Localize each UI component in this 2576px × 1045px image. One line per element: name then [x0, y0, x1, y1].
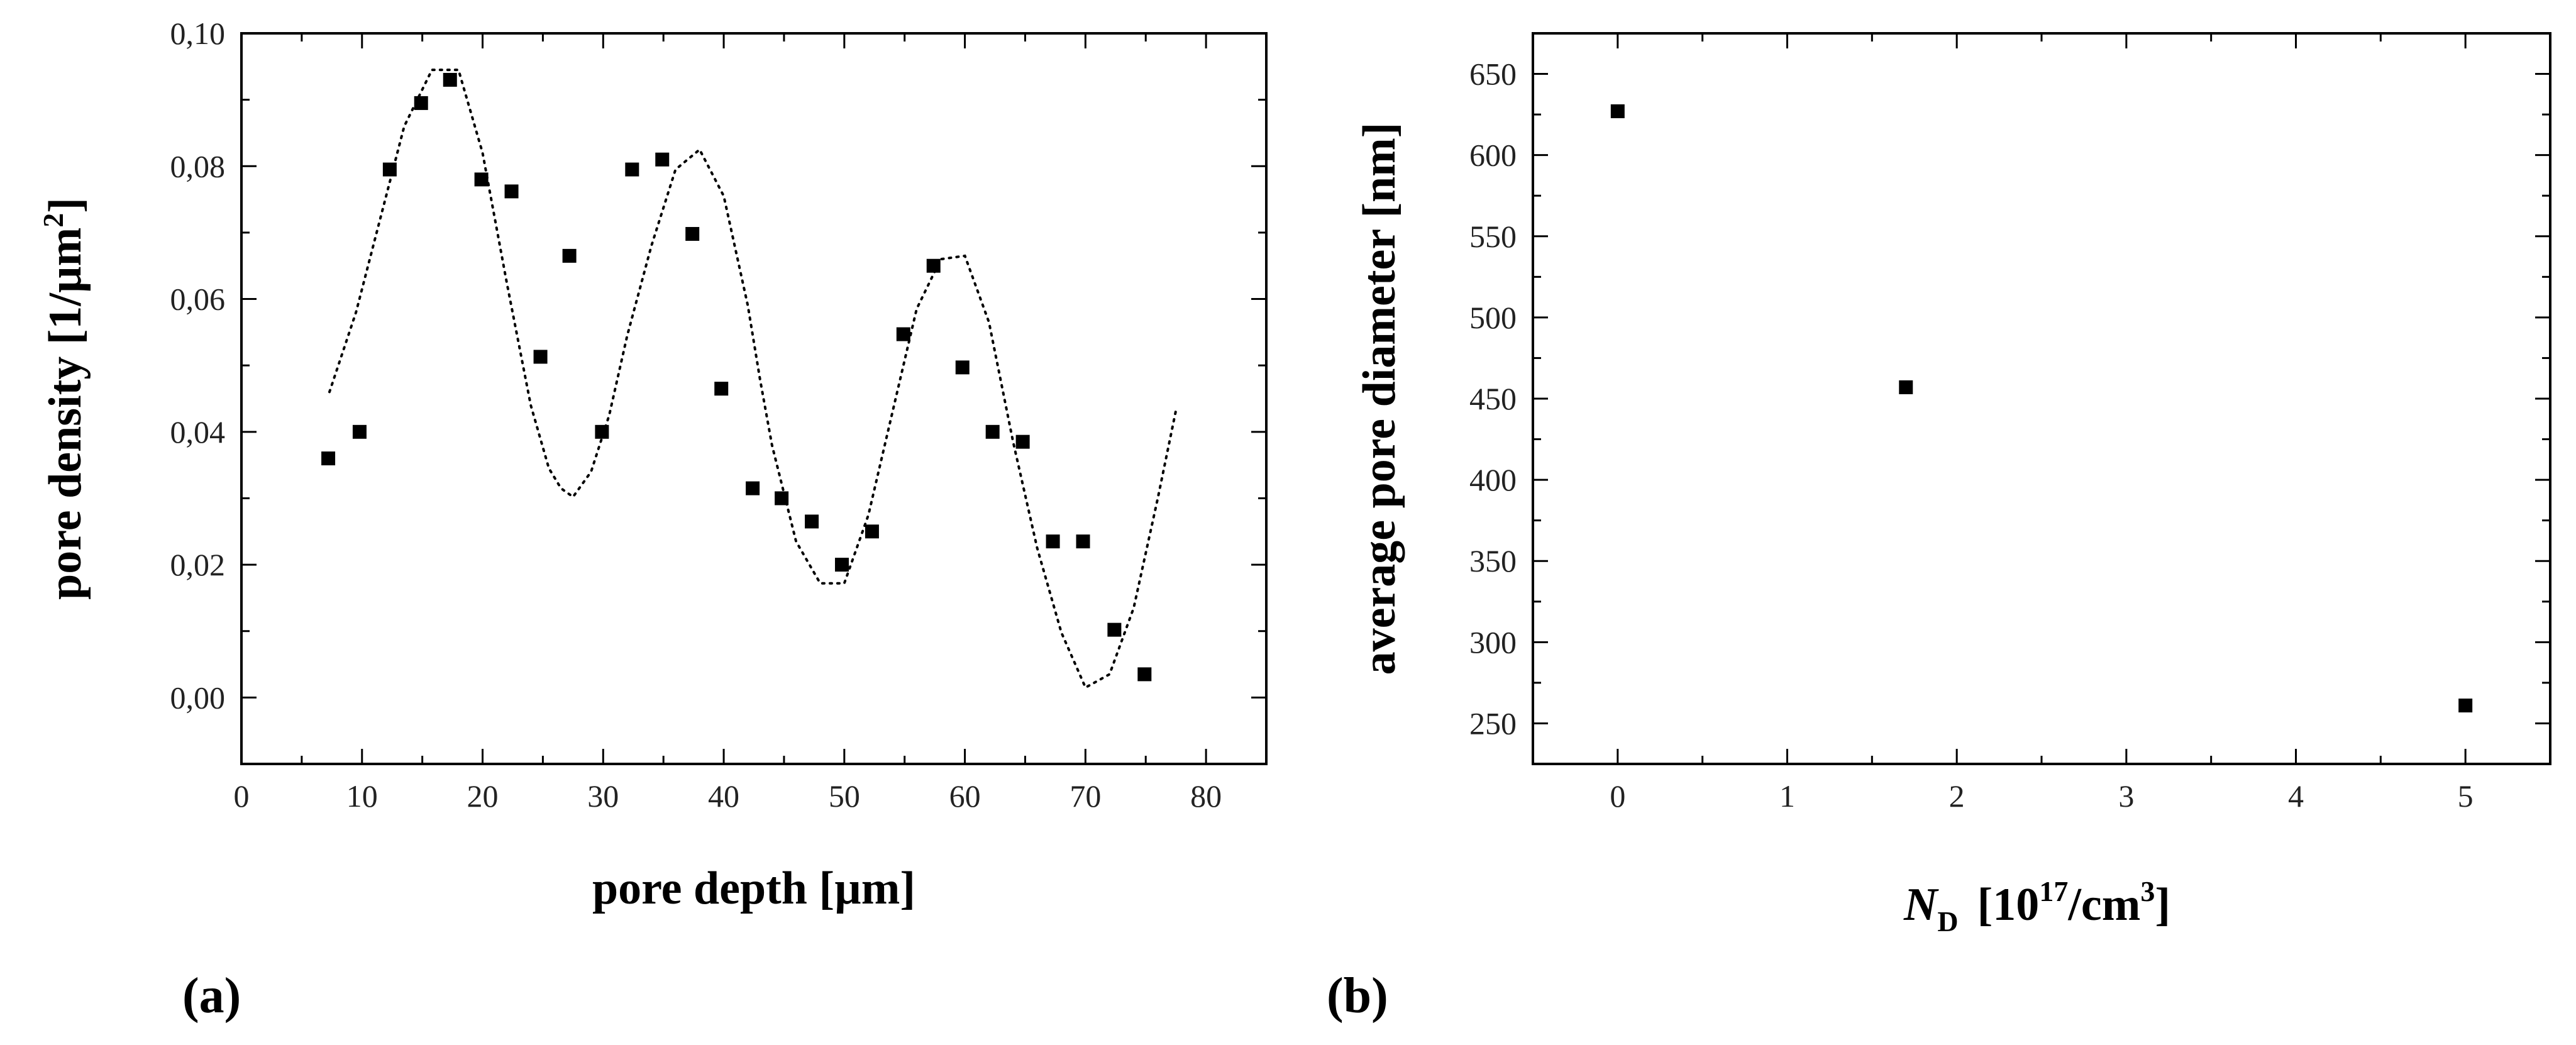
chart-a-panel-label: (a) — [182, 968, 241, 1024]
data-point — [1015, 434, 1030, 449]
y-tick-label: 650 — [1469, 57, 1517, 92]
x-tick-label: 30 — [587, 778, 619, 814]
data-point — [746, 481, 760, 495]
data-point — [382, 162, 397, 177]
y-tick-label: 300 — [1469, 624, 1517, 660]
chart-a-fit-curve — [328, 69, 1178, 690]
x-tick-label: 4 — [2288, 778, 2304, 814]
data-point — [955, 360, 970, 375]
data-point — [562, 248, 577, 263]
chart-a-y-axis-label: pore density [1/µm2] — [37, 197, 91, 600]
data-point — [1046, 534, 1060, 549]
chart-b-panel-label: (b) — [1327, 968, 1388, 1024]
x-tick-label: 3 — [2118, 778, 2134, 814]
chart-b-ticks: 0 1 2 3 4 5 250 300 350 400 450 500 550 600 650 — [1469, 33, 2550, 814]
chart-a: 0 10 20 30 40 50 60 70 80 0,00 0,02 0,04 0,06 0,08 0,1… — [37, 16, 1268, 1024]
data-point — [443, 72, 457, 87]
x-tick-label: 50 — [829, 778, 860, 814]
y-tick-label: 550 — [1469, 219, 1517, 254]
y-tick-label: 400 — [1469, 462, 1517, 497]
data-point — [474, 172, 489, 187]
data-point — [896, 327, 910, 341]
data-point — [414, 96, 428, 110]
chart-a-plot-frame — [240, 32, 1268, 765]
chart-a-x-axis-label: pore depth [µm] — [592, 863, 915, 914]
chart-b: 0 1 2 3 4 5 250 300 350 400 450 500 550 600 650 ND [101… — [1327, 32, 2551, 1024]
x-tick-label: 40 — [708, 778, 739, 814]
y-tick-label: 500 — [1469, 300, 1517, 335]
data-point — [834, 558, 849, 572]
data-point — [714, 382, 729, 396]
data-point — [1137, 667, 1152, 682]
chart-b-y-axis-label: average pore diameter [nm] — [1354, 123, 1405, 675]
y-tick-label: 0,02 — [170, 547, 226, 582]
y-tick-label: 0,08 — [170, 148, 226, 184]
data-point — [685, 227, 700, 241]
y-tick-label: 250 — [1469, 705, 1517, 741]
data-point — [504, 184, 519, 199]
chart-b-points — [1610, 104, 2473, 713]
chart-a-points — [321, 72, 1152, 682]
fit-curve-line — [328, 69, 1178, 690]
y-tick-label: 0,06 — [170, 282, 226, 317]
data-point — [655, 152, 670, 167]
chart-b-x-axis-label: ND [1017/cm3] — [1903, 875, 2170, 937]
data-point — [1610, 104, 1625, 118]
x-tick-label: 0 — [234, 778, 250, 814]
data-point — [2458, 699, 2473, 713]
y-tick-label: 450 — [1469, 381, 1517, 416]
data-point — [775, 491, 789, 506]
data-point — [1107, 622, 1122, 637]
x-tick-label: 10 — [346, 778, 378, 814]
y-tick-label: 0,04 — [170, 414, 226, 450]
data-point — [1899, 380, 1913, 394]
data-point — [625, 162, 639, 177]
chart-a-ticks: 0 10 20 30 40 50 60 70 80 0,00 0,02 0,04 0,06 0,08 0,1… — [170, 16, 1266, 814]
data-point — [1076, 534, 1090, 549]
y-tick-label: 0,10 — [170, 16, 226, 51]
x-tick-label: 70 — [1070, 778, 1101, 814]
data-point — [533, 350, 548, 364]
x-tick-label: 5 — [2458, 778, 2474, 814]
x-tick-label: 80 — [1190, 778, 1222, 814]
data-point — [865, 524, 879, 539]
x-tick-label: 60 — [949, 778, 981, 814]
x-tick-label: 20 — [467, 778, 499, 814]
data-point — [321, 451, 336, 466]
data-point — [805, 514, 819, 529]
y-tick-label: 350 — [1469, 543, 1517, 578]
x-tick-label: 1 — [1779, 778, 1795, 814]
y-tick-label: 0,00 — [170, 680, 226, 715]
data-point — [595, 424, 609, 439]
x-tick-label: 2 — [1949, 778, 1965, 814]
data-point — [985, 424, 1000, 439]
data-point — [926, 258, 941, 273]
y-tick-label: 600 — [1469, 138, 1517, 173]
data-point — [352, 424, 367, 439]
x-tick-label: 0 — [1610, 778, 1625, 814]
